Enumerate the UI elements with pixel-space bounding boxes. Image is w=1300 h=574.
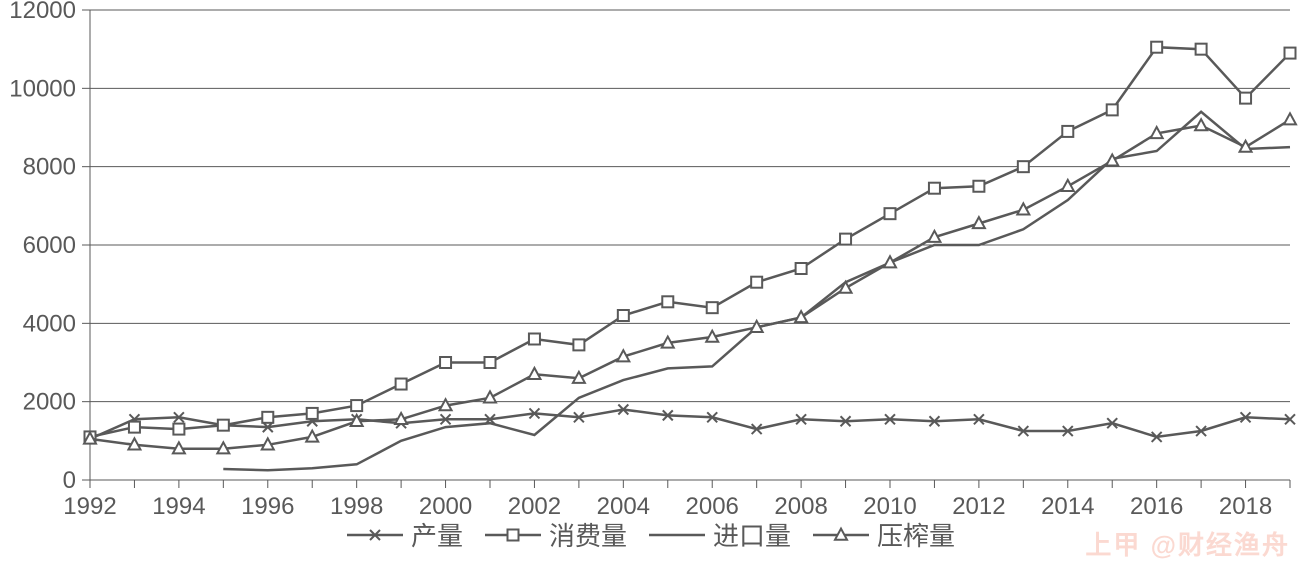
legend-item-consumption: 消费量 xyxy=(483,516,627,553)
svg-text:4000: 4000 xyxy=(23,310,76,337)
svg-text:0: 0 xyxy=(63,467,76,494)
svg-text:6000: 6000 xyxy=(23,232,76,259)
chart-container: { "chart": { "type": "line", "width_px":… xyxy=(0,0,1300,574)
legend-label: 产量 xyxy=(411,516,463,553)
legend-item-imports: 进口量 xyxy=(647,516,791,553)
line-chart: 0200040006000800010000120001992199419961… xyxy=(0,0,1300,574)
legend-label: 消费量 xyxy=(549,516,627,553)
legend-item-production: 产量 xyxy=(345,516,463,553)
svg-text:10000: 10000 xyxy=(9,75,76,102)
legend-item-crushing: 压榨量 xyxy=(811,516,955,553)
legend-label: 进口量 xyxy=(713,516,791,553)
legend-label: 压榨量 xyxy=(877,516,955,553)
svg-text:12000: 12000 xyxy=(9,0,76,24)
svg-text:2000: 2000 xyxy=(23,389,76,416)
svg-text:8000: 8000 xyxy=(23,154,76,181)
watermark-text: 上甲 @财经渔舟 xyxy=(1085,525,1290,562)
